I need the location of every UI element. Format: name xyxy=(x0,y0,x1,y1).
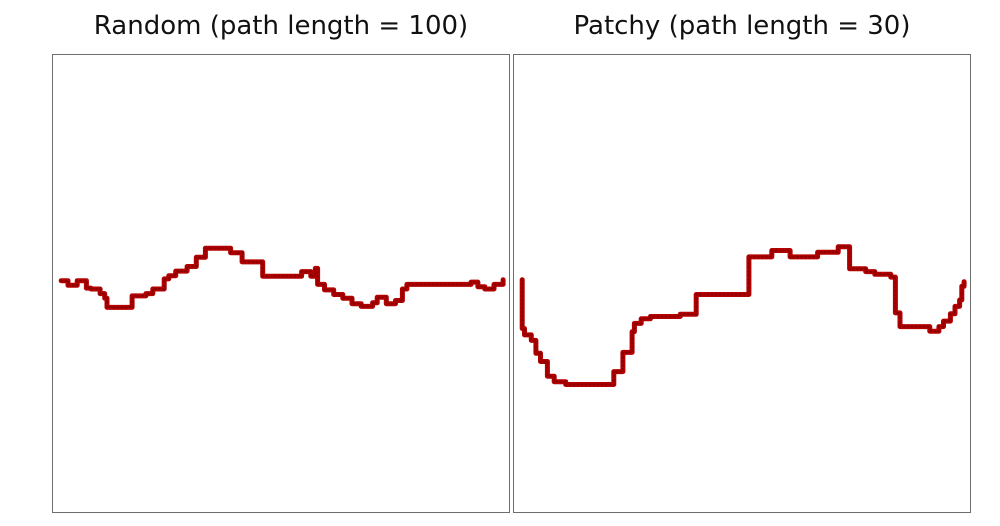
series-path-texture xyxy=(60,247,505,309)
series-layer xyxy=(519,244,967,387)
series-layer xyxy=(58,245,506,310)
series-path-texture xyxy=(521,245,966,386)
chart-title-random: Random (path length = 100) xyxy=(93,11,469,41)
chart-title-patchy: Patchy (path length = 30) xyxy=(573,11,911,41)
plot-frame xyxy=(513,54,971,513)
plot-patchy xyxy=(513,54,971,513)
plot-random xyxy=(52,54,510,513)
